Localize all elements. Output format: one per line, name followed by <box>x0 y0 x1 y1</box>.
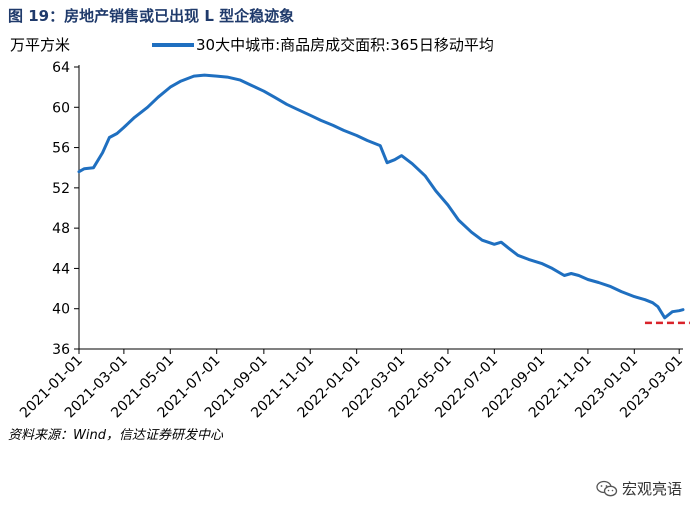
y-tick-label: 40 <box>52 302 70 318</box>
figure-title: 图 19：房地产销售或已出现 L 型企稳迹象 <box>8 7 295 25</box>
wechat-icon <box>596 480 618 496</box>
y-axis-unit-label: 万平方米 <box>10 36 71 54</box>
source-note: 资料来源：Wind，信达证券研发中心 <box>8 428 223 443</box>
x-axis-ticks: 2021-01-012021-03-012021-05-012021-07-01… <box>17 349 686 421</box>
y-tick-label: 56 <box>52 141 70 157</box>
legend-label: 30大中城市:商品房成交面积:365日移动平均 <box>196 36 494 54</box>
y-tick-label: 52 <box>52 181 70 197</box>
watermark-text: 宏观亮语 <box>621 480 682 498</box>
y-tick-label: 60 <box>52 100 70 116</box>
y-tick-label: 64 <box>52 60 70 76</box>
y-tick-label: 36 <box>52 342 70 358</box>
legend-swatch <box>152 42 194 47</box>
series-line <box>77 73 685 320</box>
y-tick-label: 44 <box>52 261 70 277</box>
watermark: 宏观亮语 <box>596 478 682 499</box>
y-axis-ticks: 36 40 44 48 52 56 60 64 <box>52 60 79 358</box>
series-group <box>77 73 685 320</box>
legend: 30大中城市:商品房成交面积:365日移动平均 <box>152 34 494 55</box>
axes <box>78 65 683 350</box>
y-tick-label: 48 <box>52 221 70 237</box>
